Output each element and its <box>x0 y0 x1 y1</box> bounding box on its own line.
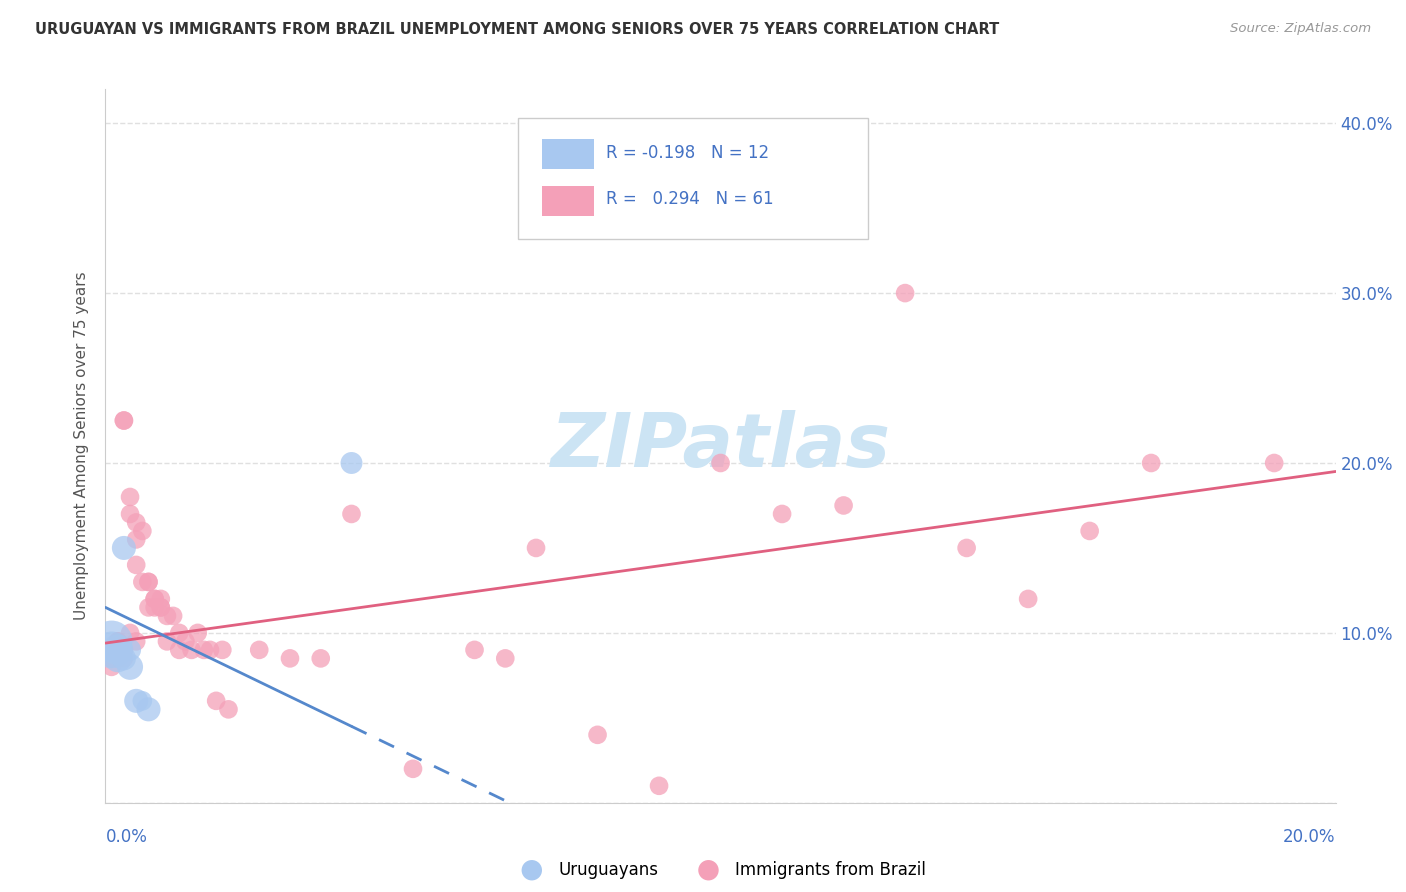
FancyBboxPatch shape <box>543 186 593 216</box>
Point <box>832 499 855 513</box>
Point <box>100 660 122 674</box>
Point <box>956 541 979 555</box>
Point <box>586 728 609 742</box>
Point <box>174 634 197 648</box>
Point <box>309 651 332 665</box>
Text: ZIPatlas: ZIPatlas <box>551 409 890 483</box>
Point <box>648 779 671 793</box>
Point <box>131 574 153 589</box>
Text: Source: ZipAtlas.com: Source: ZipAtlas.com <box>1230 22 1371 36</box>
Point <box>162 608 184 623</box>
Point <box>340 456 363 470</box>
Point <box>1017 591 1039 606</box>
Point <box>120 507 141 521</box>
Point <box>138 702 160 716</box>
FancyBboxPatch shape <box>517 118 869 239</box>
Point <box>125 634 148 648</box>
Text: URUGUAYAN VS IMMIGRANTS FROM BRAZIL UNEMPLOYMENT AMONG SENIORS OVER 75 YEARS COR: URUGUAYAN VS IMMIGRANTS FROM BRAZIL UNEM… <box>35 22 1000 37</box>
Point <box>125 533 148 547</box>
Point <box>193 643 215 657</box>
Text: R = -0.198   N = 12: R = -0.198 N = 12 <box>606 144 769 161</box>
Point <box>100 643 122 657</box>
Point <box>125 558 148 572</box>
Text: 20.0%: 20.0% <box>1284 828 1336 846</box>
Point <box>205 694 228 708</box>
Point <box>112 651 135 665</box>
Point <box>1263 456 1285 470</box>
Point <box>112 651 135 665</box>
Point <box>710 456 733 470</box>
Point <box>107 634 129 648</box>
Point <box>112 413 135 427</box>
Point <box>169 643 191 657</box>
Point <box>107 651 129 665</box>
Point <box>131 694 153 708</box>
Text: R =   0.294   N = 61: R = 0.294 N = 61 <box>606 190 773 208</box>
FancyBboxPatch shape <box>543 139 593 169</box>
Point <box>524 541 547 555</box>
Point <box>112 413 135 427</box>
Point <box>247 643 270 657</box>
Point <box>149 591 172 606</box>
Point <box>187 626 209 640</box>
Legend: Uruguayans, Immigrants from Brazil: Uruguayans, Immigrants from Brazil <box>509 854 932 885</box>
Point <box>120 643 141 657</box>
Point <box>100 634 122 648</box>
Point <box>1140 456 1163 470</box>
Point <box>143 591 166 606</box>
Point <box>100 651 122 665</box>
Point <box>120 626 141 640</box>
Point <box>340 507 363 521</box>
Point <box>402 762 425 776</box>
Point <box>107 643 129 657</box>
Point <box>138 600 160 615</box>
Point <box>125 694 148 708</box>
Point <box>218 702 240 716</box>
Point <box>169 626 191 640</box>
Point <box>138 574 160 589</box>
Point <box>100 643 122 657</box>
Point <box>107 651 129 665</box>
Point <box>198 643 221 657</box>
Point <box>131 524 153 538</box>
Text: 0.0%: 0.0% <box>105 828 148 846</box>
Point <box>180 643 202 657</box>
Point <box>143 600 166 615</box>
Point <box>125 516 148 530</box>
Point <box>149 600 172 615</box>
Point <box>138 574 160 589</box>
Point <box>107 634 129 648</box>
Point <box>494 651 516 665</box>
Point <box>112 541 135 555</box>
Point <box>112 643 135 657</box>
Point <box>156 634 179 648</box>
Point <box>464 643 486 657</box>
Point <box>156 608 179 623</box>
Point <box>278 651 301 665</box>
Point <box>894 286 917 301</box>
Point <box>211 643 233 657</box>
Point <box>149 600 172 615</box>
Y-axis label: Unemployment Among Seniors over 75 years: Unemployment Among Seniors over 75 years <box>75 272 90 620</box>
Point <box>120 660 141 674</box>
Point <box>770 507 793 521</box>
Point <box>120 490 141 504</box>
Point <box>143 591 166 606</box>
Point <box>1078 524 1101 538</box>
Point <box>107 643 129 657</box>
